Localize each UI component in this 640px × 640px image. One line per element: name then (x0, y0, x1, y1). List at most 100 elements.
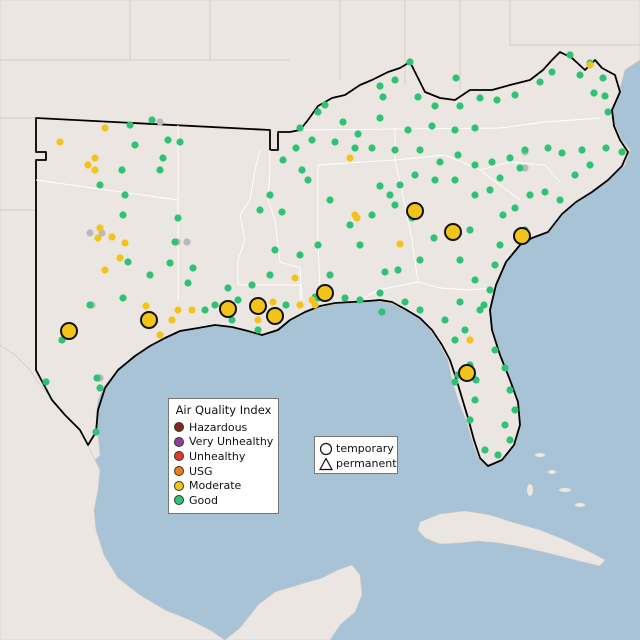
bahamas-islands (527, 453, 585, 507)
site-marker-good (486, 286, 494, 294)
site-marker-moderate (142, 302, 150, 310)
site-marker-good (279, 156, 287, 164)
legend-item-usg: USG (169, 464, 278, 479)
site-marker-good (266, 271, 274, 279)
site-marker-moderate (346, 154, 354, 162)
site-marker-good (396, 181, 404, 189)
yucatan-land (224, 564, 363, 640)
site-marker-no-data (156, 118, 164, 126)
site-marker-good (92, 428, 100, 436)
legend-label: Hazardous (189, 420, 248, 434)
site-marker-good (119, 294, 127, 302)
legend-label: Unhealthy (189, 449, 246, 463)
site-marker-good (93, 374, 101, 382)
site-marker-good (480, 301, 488, 309)
site-marker-good (341, 294, 349, 302)
site-marker-good (496, 174, 504, 182)
site-marker-good (456, 298, 464, 306)
legend-item-temporary: temporary (319, 441, 397, 456)
site-marker-good (454, 151, 462, 159)
site-marker-good (511, 204, 519, 212)
site-marker-moderate (116, 254, 124, 262)
legend-item-very-unhealthy: Very Unhealthy (169, 435, 278, 450)
site-marker-good (404, 126, 412, 134)
site-marker-moderate (296, 301, 304, 309)
site-marker-good (506, 154, 514, 162)
site-marker-moderate (96, 224, 104, 232)
site-marker-moderate-large (513, 227, 531, 245)
site-marker-good (356, 241, 364, 249)
site-marker-moderate-large (219, 300, 237, 318)
site-marker-good (436, 158, 444, 166)
site-marker-good (368, 211, 376, 219)
site-marker-good (476, 306, 484, 314)
site-marker-moderate (91, 154, 99, 162)
site-marker-good (131, 141, 139, 149)
site-marker-good (536, 78, 544, 86)
site-marker-good (481, 446, 489, 454)
site-marker-good (431, 102, 439, 110)
cuba-land (417, 510, 606, 567)
site-marker-good (266, 191, 274, 199)
site-marker-good (451, 378, 459, 386)
site-marker-good (271, 246, 279, 254)
temporary-label: temporary (336, 442, 394, 455)
site-marker-good (354, 130, 362, 138)
site-marker-good (548, 68, 556, 76)
site-marker-good (124, 258, 132, 266)
site-marker-good (118, 166, 126, 174)
state-borders (0, 0, 640, 211)
site-marker-good (314, 108, 322, 116)
site-marker-good (86, 301, 94, 309)
site-marker-good (571, 171, 579, 179)
site-marker-good (544, 144, 552, 152)
site-marker-good (314, 241, 322, 249)
site-marker-no-data (521, 164, 529, 172)
site-marker-good (452, 74, 460, 82)
site-marker-good (126, 121, 134, 129)
site-marker-good (471, 124, 479, 132)
site-marker-moderate (121, 239, 129, 247)
legend-item-unhealthy: Unhealthy (169, 449, 278, 464)
aqi-legend: Air Quality Index Hazardous Very Unhealt… (168, 398, 279, 514)
site-marker-good (601, 92, 609, 100)
site-marker-good (326, 271, 334, 279)
site-marker-good (296, 251, 304, 259)
site-marker-good (506, 436, 514, 444)
site-marker-good (304, 176, 312, 184)
site-marker-good (308, 136, 316, 144)
site-marker-good (146, 271, 154, 279)
site-marker-good (602, 144, 610, 152)
site-marker-moderate-large (60, 322, 78, 340)
site-marker-good (42, 378, 50, 386)
site-marker-good (96, 181, 104, 189)
site-marker-good (506, 386, 514, 394)
site-marker-good (391, 201, 399, 209)
site-marker-good (501, 364, 509, 372)
site-marker-good (586, 161, 594, 169)
moderate-swatch (174, 480, 184, 491)
site-marker-good (411, 171, 419, 179)
site-marker-good (521, 146, 529, 154)
site-marker-good (451, 176, 459, 184)
site-marker-good (296, 124, 304, 132)
site-marker-good (148, 116, 156, 124)
site-marker-good (430, 234, 438, 242)
site-marker-moderate-large (266, 307, 284, 325)
monitor-type-legend: temporary permanent (314, 436, 398, 474)
site-marker-good (431, 176, 439, 184)
site-marker-moderate (269, 298, 277, 306)
site-marker-good (451, 336, 459, 344)
site-marker-good (471, 276, 479, 284)
site-marker-moderate (353, 214, 361, 222)
site-marker-good (234, 296, 242, 304)
permanent-label: permanent (336, 457, 397, 470)
site-marker-good (471, 396, 479, 404)
site-marker-good (119, 211, 127, 219)
site-marker-moderate-large (444, 223, 462, 241)
site-marker-moderate (168, 316, 176, 324)
legend-item-moderate: Moderate (169, 478, 278, 493)
site-marker-good (466, 416, 474, 424)
site-marker-good (488, 158, 496, 166)
